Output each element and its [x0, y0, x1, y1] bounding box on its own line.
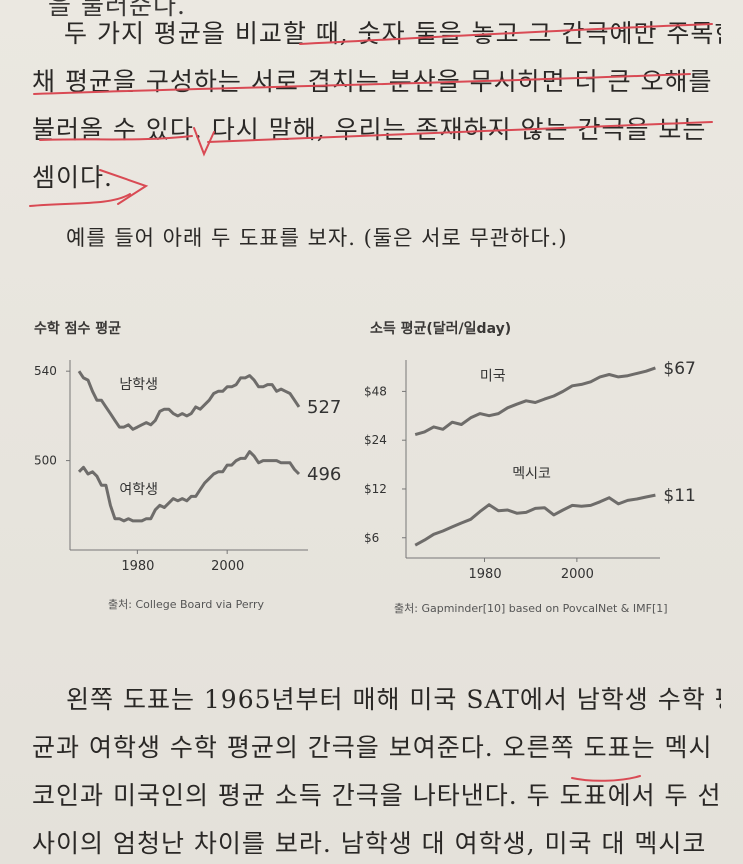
left-series-line	[77, 370, 301, 431]
para-line-1: 왼쪽 도표는 1965년부터 매해 미국 SAT에서 남학생 수학 평	[66, 685, 721, 714]
red-pen-under-dopyo	[571, 775, 641, 782]
para-line-2: 균과 여학생 수학 평균의 간극을 보여준다. 오른쪽 도표는 멕시	[32, 733, 713, 762]
left-series-name: 여학생	[119, 482, 158, 498]
right-series-name: 미국	[480, 369, 506, 385]
left-x-tick-label: 2000	[211, 559, 244, 574]
left-series-name: 남학생	[119, 377, 158, 393]
left-series-line	[77, 450, 301, 523]
right-series-end-label: $11	[663, 486, 695, 506]
left-y-tick-label: 540	[34, 364, 57, 378]
left-chart-title: 수학 점수 평균	[34, 321, 122, 337]
right-series-line	[414, 366, 656, 437]
right-y-tick-label: $24	[364, 433, 387, 447]
right-y-tick-label: $6	[364, 531, 379, 545]
left-y-tick-label: 500	[34, 454, 57, 468]
right-series-name: 멕시코	[512, 466, 551, 482]
left-series-end-label: 527	[307, 397, 341, 418]
left-series-end-label: 496	[307, 464, 341, 485]
right-chart: $48 $24 $12 $6 1980 2000 미국 $67 멕시코 $11	[364, 359, 696, 582]
text-line-5: 예를 들어 아래 두 도표를 보자. (둘은 서로 무관하다.)	[66, 226, 568, 250]
right-y-tick-label: $48	[364, 384, 387, 398]
text-line-0: 을 불러준다.	[48, 0, 186, 20]
right-chart-source: 출처: Gapminder[10] based on PovcalNet & I…	[394, 602, 668, 615]
text-line-4: 셈이다.	[32, 163, 113, 192]
left-chart-source: 출처: College Board via Perry	[108, 598, 264, 611]
right-series-line	[414, 493, 656, 547]
para-line-4: 사이의 엄청난 차이를 보라. 남학생 대 여학생, 미국 대 멕시코	[32, 829, 707, 858]
text-line-1: 두 가지 평균을 비교할 때, 숫자 둘을 놓고 그 간극에만 주목한	[64, 19, 721, 48]
right-x-tick-label: 1980	[469, 567, 502, 582]
right-chart-title: 소득 평균(달러/일day)	[370, 321, 512, 337]
red-pen-annotations	[29, 23, 713, 207]
right-x-tick-label: 2000	[561, 567, 594, 582]
left-x-tick-label: 1980	[121, 559, 154, 574]
para-line-3: 코인과 미국인의 평균 소득 간극을 나타낸다. 두 도표에서 두 선	[32, 781, 721, 810]
right-series-end-label: $67	[663, 359, 695, 379]
right-y-tick-label: $12	[364, 482, 387, 496]
left-chart: 540 500 1980 2000 남학생 527 여학생 496	[34, 360, 341, 574]
